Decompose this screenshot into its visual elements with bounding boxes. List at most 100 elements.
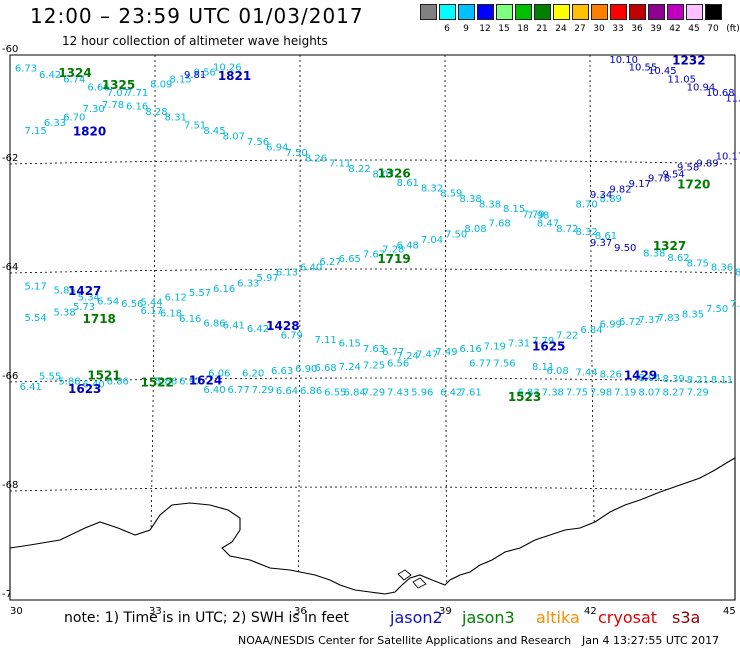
wave-height-label: 7.44: [576, 367, 598, 378]
parallel-line: [9, 268, 736, 274]
wave-height-label: 7.38: [542, 388, 564, 399]
lat-tick-label: -60: [2, 44, 18, 55]
wave-height-label: 5.34: [78, 292, 100, 303]
wave-height-label: 7.75: [566, 388, 588, 399]
wave-height-label: 7.78: [102, 100, 124, 111]
wave-height-label: 6.16: [179, 314, 201, 325]
scale-label: 9: [463, 24, 469, 34]
wave-height-label: 8.61: [595, 231, 617, 242]
wave-height-label: 6.72: [619, 317, 641, 328]
wave-height-label: 7.24: [339, 362, 361, 373]
scale-swatch: [477, 4, 494, 20]
wave-height-label: 6.94: [266, 142, 288, 153]
wave-height-label: 6.16: [460, 344, 482, 355]
wave-height-label: 8.38: [643, 249, 665, 260]
credit-timestamp: Jan 4 13:27:55 UTC 2017: [582, 634, 720, 647]
wave-height-label: 7.83: [658, 313, 680, 324]
wave-height-label: 7.29: [252, 385, 274, 396]
wave-height-label: 6.77: [382, 347, 404, 358]
scale-swatch: [667, 4, 684, 20]
scale-swatch: [515, 4, 532, 20]
wave-height-label: 8.70: [576, 200, 598, 211]
wave-height-label: 6.97: [179, 377, 201, 388]
pass-time-label: 1232: [672, 53, 705, 67]
meridian-line: [149, 54, 156, 601]
wave-height-label: 8.62: [667, 253, 689, 264]
pass-time-label: 1521: [87, 368, 120, 382]
wave-height-label: 8.07: [373, 170, 395, 181]
wave-height-label: 7.25: [363, 360, 385, 371]
wave-height-label: 6.84: [580, 325, 602, 336]
wave-height-label: 9.89: [696, 159, 718, 170]
wave-height-label: 8.26: [305, 153, 327, 164]
wave-height-label: 9.78: [648, 173, 670, 184]
wave-height-label: 5.17: [25, 281, 47, 292]
pass-time-label: 1427: [68, 284, 101, 298]
wave-height-label: 9.81: [184, 70, 206, 81]
wave-height-label: 5.97: [257, 273, 279, 284]
wave-height-label: 7.98: [590, 388, 612, 399]
wave-height-label: 9.56: [194, 68, 216, 79]
map-subtitle: 12 hour collection of altimeter wave hei…: [62, 34, 328, 48]
wave-height-label: 8.36: [711, 262, 733, 273]
wave-height-label: 7.24: [397, 351, 419, 362]
wave-height-label: 8.15: [503, 204, 525, 215]
satellite-legend-altika: altika: [536, 608, 580, 627]
wave-height-label: 5.44: [141, 298, 163, 309]
wave-height-label: 7.50: [286, 148, 308, 159]
wave-height-label: 10.94: [687, 82, 716, 93]
scale-swatch: [591, 4, 608, 20]
pass-time-label: 1324: [58, 66, 91, 80]
wave-height-label: 8.09: [150, 80, 172, 91]
wave-height-label: 8.07: [223, 131, 245, 142]
scale-label: 6: [444, 24, 450, 34]
scale-label: 24: [555, 24, 567, 34]
wave-height-label: 5.57: [189, 288, 211, 299]
wave-height-label: 8.22: [348, 164, 370, 175]
wave-height-label: 6.40: [83, 379, 105, 390]
scale-unit: (ft): [726, 24, 740, 34]
wave-height-label: 6.66: [87, 82, 109, 93]
map-title: 12:00 – 23:59 UTC 01/03/2017: [30, 4, 364, 28]
wave-height-label: 9.82: [609, 184, 631, 195]
wave-height-label: 5.73: [73, 302, 95, 313]
island-outline: [397, 569, 412, 581]
wave-height-label: 6.06: [208, 369, 230, 380]
lon-tick-label: 39: [439, 606, 452, 617]
wave-height-label: 6.15: [339, 339, 361, 350]
wave-height-label: 8.44: [735, 268, 740, 279]
wave-height-label: 7.68: [489, 219, 511, 230]
wave-height-label: 6.86: [107, 377, 129, 388]
parallel-line: [9, 486, 736, 492]
scale-swatch: [648, 4, 665, 20]
wave-height-label: 6.77: [469, 359, 491, 370]
wave-height-label: 7.51: [184, 121, 206, 132]
wave-height-label: 7.47: [416, 349, 438, 360]
wave-height-label: 8.31: [165, 112, 187, 123]
wave-height-label: 7.11: [329, 159, 351, 170]
wave-height-label: 9.50: [614, 243, 636, 254]
pass-time-label: 1625: [532, 339, 565, 353]
wave-height-label: 7.50: [445, 230, 467, 241]
scale-label: 12: [479, 24, 491, 34]
scale-swatch: [629, 4, 646, 20]
wave-height-label: 6.77: [228, 385, 250, 396]
pass-time-label: 1327: [653, 239, 686, 253]
antarctica-coastline: [9, 457, 736, 601]
wave-height-label: 9.34: [590, 190, 612, 201]
scale-swatch: [420, 4, 437, 20]
wave-height-label: 7.07: [107, 88, 129, 99]
lon-tick-label: 33: [149, 606, 162, 617]
wave-height-label: 6.42: [39, 70, 61, 81]
wave-height-label: 6.42: [247, 324, 269, 335]
wave-height-label: 7.11: [315, 335, 337, 346]
wave-height-label: 7.30: [83, 104, 105, 115]
satellite-legend-s3a: s3a: [672, 608, 701, 627]
scale-swatch: [439, 4, 456, 20]
scale-swatch: [534, 4, 551, 20]
wave-height-label: 6.12: [165, 292, 187, 303]
wave-height-label: 7.04: [421, 235, 443, 246]
wave-height-label: 10.10: [609, 55, 638, 66]
wave-height-label: 7.71: [126, 88, 148, 99]
